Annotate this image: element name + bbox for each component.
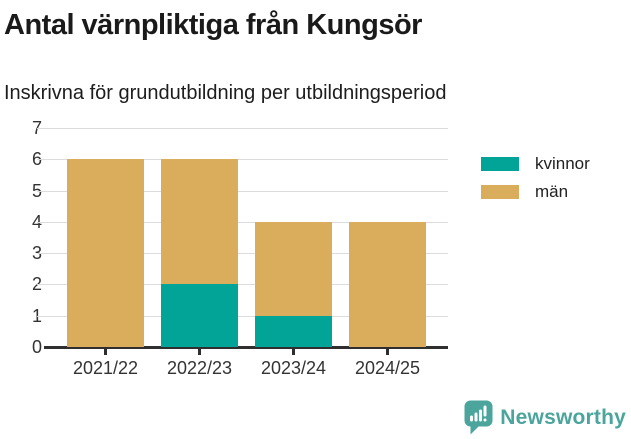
legend-item-kvinnor: kvinnor — [481, 150, 590, 178]
y-tick-label: 7 — [31, 118, 42, 138]
gridline-3 — [37, 253, 448, 255]
x-tick — [104, 348, 107, 355]
y-tick-label: 3 — [31, 243, 42, 264]
gridline-7 — [37, 128, 448, 129]
y-tick-label: 6 — [31, 149, 42, 170]
x-axis-line — [44, 346, 448, 349]
y-tick-label: 2 — [31, 274, 42, 295]
legend-swatch-män — [481, 185, 519, 199]
gridline-5 — [37, 190, 448, 192]
y-tick-label: 4 — [31, 211, 42, 232]
bar-2023-24-kvinnor — [255, 315, 332, 347]
bar-2024-25-män — [349, 221, 426, 347]
legend-swatch-kvinnor — [481, 157, 519, 171]
chart-subtitle: Inskrivna för grundutbildning per utbild… — [4, 82, 447, 104]
bar-2023-24-män — [255, 221, 332, 316]
x-tick — [292, 348, 295, 355]
branding: Newsworthy — [464, 400, 626, 435]
x-tick-label: 2024/25 — [354, 358, 421, 378]
x-tick — [386, 348, 389, 355]
x-tick — [198, 348, 201, 355]
chart-title: Antal värnpliktiga från Kungsör — [4, 9, 422, 41]
legend-label: män — [535, 182, 569, 201]
x-tick-label: 2023/24 — [260, 358, 327, 378]
gridline-4 — [37, 221, 448, 223]
legend-label: kvinnor — [535, 154, 590, 173]
bar-2022-23-män — [161, 159, 238, 285]
gridline-6 — [37, 159, 448, 161]
y-tick-label: 0 — [31, 337, 42, 357]
gridline-1 — [37, 315, 448, 317]
x-tick-label: 2022/23 — [166, 358, 233, 378]
x-tick-label: 2021/22 — [72, 358, 139, 378]
gridline-2 — [37, 284, 448, 286]
bar-2022-23-kvinnor — [161, 284, 238, 347]
bar-2021-22-män — [67, 159, 144, 347]
newsworthy-logo-icon — [464, 400, 493, 435]
legend: kvinnor män — [481, 150, 590, 206]
plot-area — [37, 128, 448, 349]
legend-item-män: män — [481, 178, 590, 206]
y-tick-label: 1 — [31, 305, 42, 326]
y-tick-label: 5 — [31, 180, 42, 201]
newsworthy-logo-text: Newsworthy — [500, 405, 626, 429]
